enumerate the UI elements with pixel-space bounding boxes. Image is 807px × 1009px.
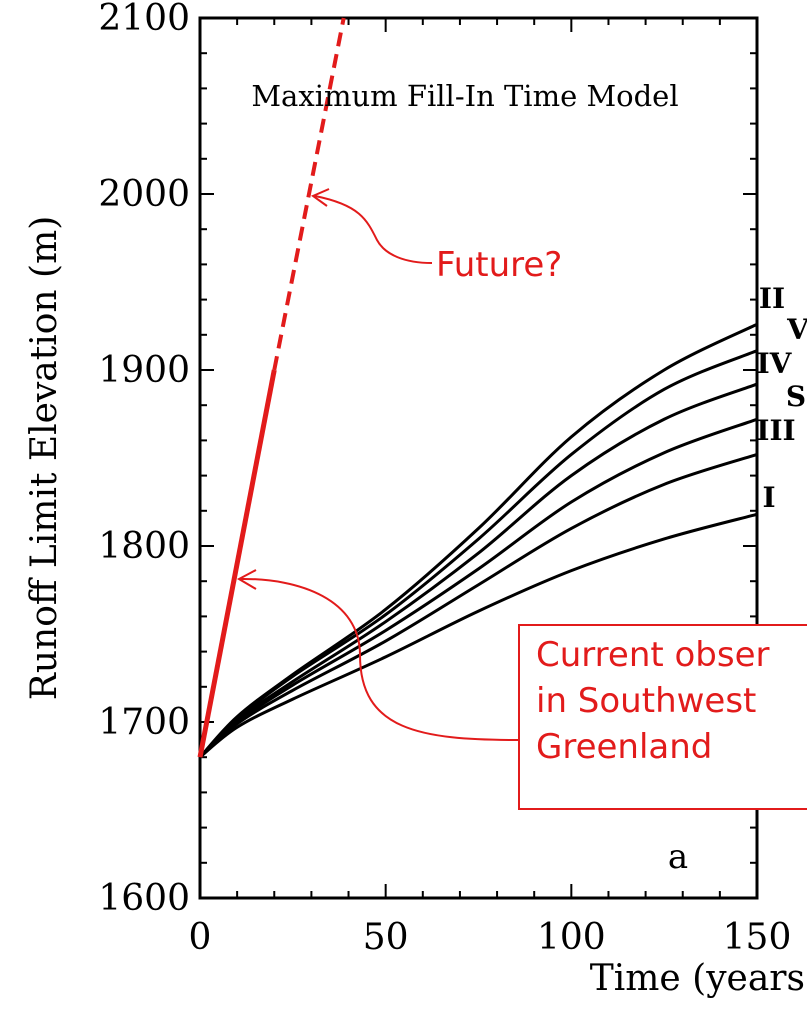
series-line-iii — [198, 453, 758, 759]
series-label-s: S — [786, 380, 806, 413]
series-layer — [198, 322, 758, 759]
plot-frame — [198, 16, 759, 900]
series-label-iii: III — [756, 414, 795, 447]
axes — [198, 16, 759, 900]
y-tick-label: 1800 — [98, 526, 190, 567]
x-axis-label: Time (years — [590, 958, 805, 999]
y-tick-label: 1900 — [98, 350, 190, 391]
chart-title: Maximum Fill-In Time Model — [251, 79, 678, 113]
series-line-i — [199, 512, 758, 759]
series-line-v — [198, 349, 758, 759]
observed-trend-solid — [197, 369, 277, 758]
future-arrowhead — [310, 188, 330, 207]
current-arrow — [239, 577, 519, 741]
future-arrow — [314, 195, 433, 264]
callout-line-3: Greenland — [536, 727, 713, 767]
future-annotation: Future? — [436, 245, 562, 285]
callout-line-2: in Southwest — [536, 681, 757, 721]
text-layer: 0 50 100 150 1600 1700 1800 1900 2000 2100 Time (y… — [24, 0, 807, 999]
series-label-iv: IV — [757, 347, 793, 380]
x-tick-label: 0 — [189, 917, 212, 958]
series-line-s — [198, 417, 758, 759]
y-tick-label: 1700 — [98, 702, 190, 743]
y-axis-label: Runoff Limit Elevation (m) — [24, 216, 65, 701]
current-arrowhead — [236, 569, 257, 590]
series-label-ii: II — [759, 282, 785, 315]
series-line-iv — [198, 382, 758, 759]
annotation-arrows — [236, 188, 519, 741]
x-tick-label: 50 — [363, 917, 409, 958]
x-tick-label: 100 — [537, 917, 606, 958]
y-tick-label: 2100 — [98, 0, 190, 39]
y-tick-label: 2000 — [98, 174, 190, 215]
y-tick-label: 1600 — [98, 878, 190, 919]
observed-trend-dashed — [272, 17, 346, 371]
current-observation-callout: Current obser in Southwest Greenland — [518, 624, 807, 810]
observed-trend-layer — [197, 17, 346, 758]
series-label-i: I — [762, 481, 775, 514]
panel-label: a — [668, 837, 688, 877]
callout-line-1: Current obser — [536, 635, 770, 675]
x-tick-label: 150 — [723, 917, 792, 958]
series-label-v: V — [786, 313, 807, 346]
